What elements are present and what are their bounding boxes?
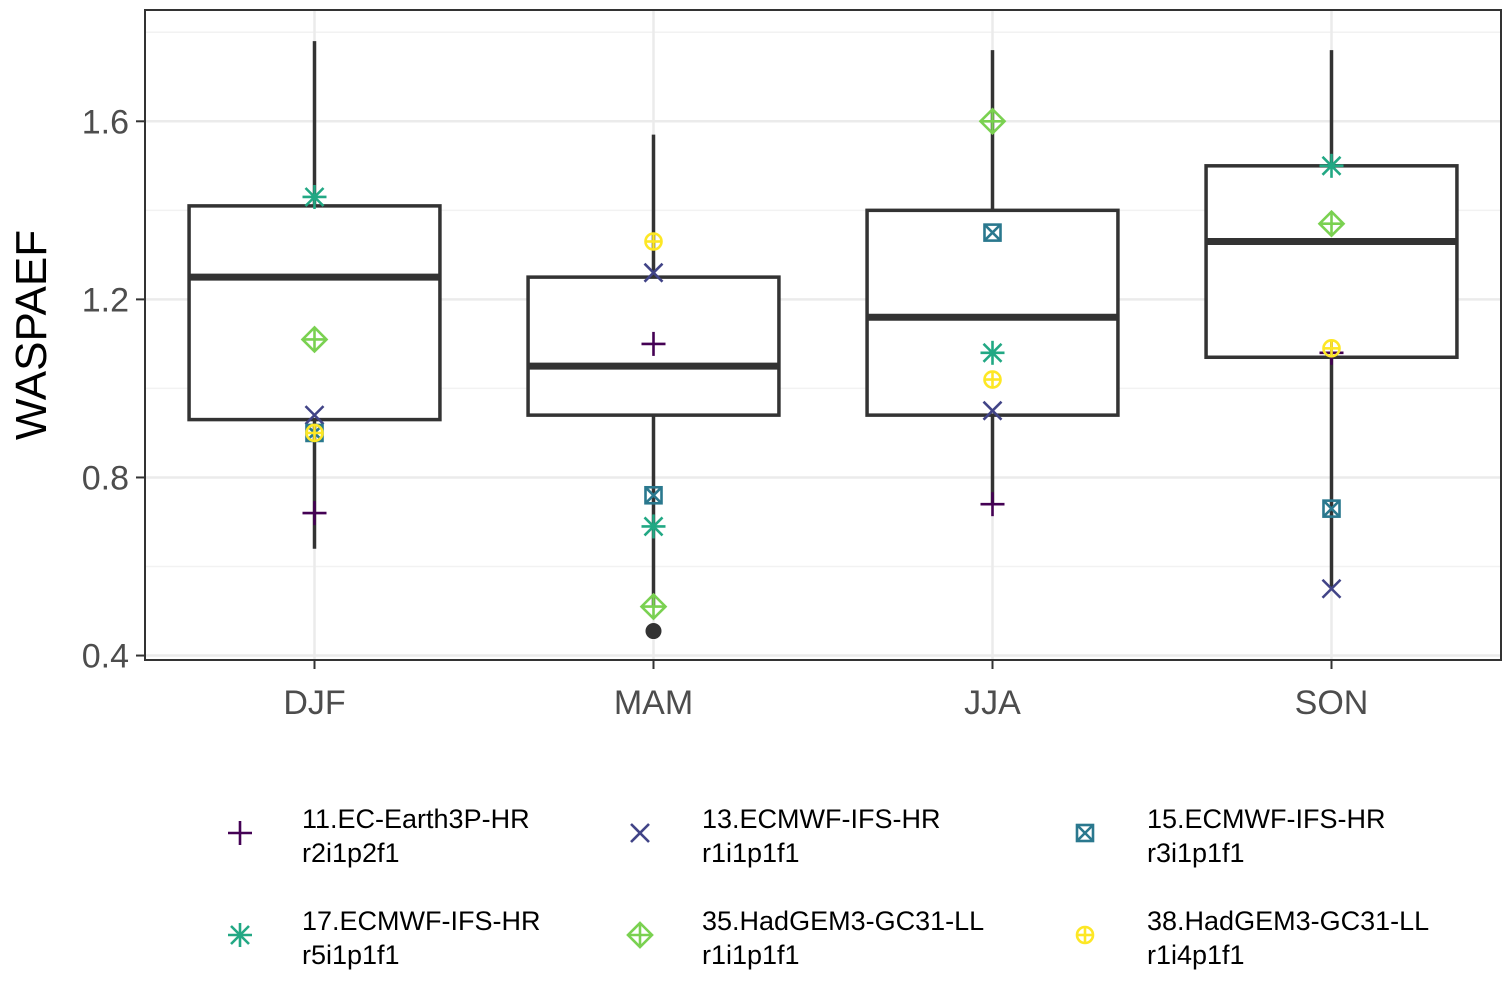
legend-item: 11.EC-Earth3P-HR r2i1p2f1 [228, 804, 530, 868]
x-tick-label: MAM [614, 684, 693, 722]
point-cross [643, 262, 664, 283]
legend-label-member: r1i1p1f1 [702, 838, 800, 868]
x-tick-label: JJA [964, 684, 1021, 722]
legend-label-model: 15.ECMWF-IFS-HR [1147, 804, 1386, 834]
point-diamond-plus [639, 592, 668, 621]
point-square-cross [644, 485, 663, 505]
point-diamond-plus [978, 107, 1007, 136]
box-djf [187, 41, 442, 549]
legend-item: 38.HadGEM3-GC31-LL r1i4p1f1 [1075, 906, 1429, 970]
legend-item: 15.ECMWF-IFS-HR r3i1p1f1 [1075, 804, 1386, 868]
point-asterisk [641, 514, 666, 539]
legend-label-member: r1i4p1f1 [1147, 940, 1245, 970]
x-tick-label: SON [1295, 684, 1369, 722]
point-diamond-plus [300, 325, 329, 354]
legend-key-plus [228, 821, 252, 845]
box-son [1204, 50, 1459, 589]
plot-panel-border [144, 9, 1502, 661]
legend-label-model: 38.HadGEM3-GC31-LL [1147, 906, 1429, 936]
legend-key-square-cross [1075, 823, 1095, 843]
point-plus [641, 331, 666, 356]
point-cross [304, 405, 325, 426]
point-cross [982, 400, 1003, 421]
outlier-point [645, 623, 662, 640]
y-axis-title: WASPAEF [7, 230, 56, 440]
box-jja [865, 50, 1120, 505]
legend-label-model: 13.ECMWF-IFS-HR [702, 804, 941, 834]
y-tick-label: 1.2 [82, 281, 129, 319]
model-points [300, 107, 1346, 621]
y-tick-label: 1.6 [82, 103, 129, 141]
y-tick-label: 0.4 [82, 638, 129, 676]
box-iqr [1204, 164, 1459, 360]
legend: 11.EC-Earth3P-HR r2i1p2f1 13.ECMWF-IFS-HR r… [228, 804, 1429, 970]
box-iqr [187, 204, 442, 422]
legend-key-circle-plus [1075, 925, 1095, 945]
x-tick-label: DJF [283, 684, 345, 722]
legend-label-member: r1i1p1f1 [702, 940, 800, 970]
axes: 0.4 0.8 1.2 1.6 DJF MAM JJA SON [82, 103, 1369, 722]
legend-key-asterisk [228, 923, 252, 947]
legend-label-member: r2i1p2f1 [302, 838, 400, 868]
box-iqr [865, 208, 1120, 417]
legend-item: 17.ECMWF-IFS-HR r5i1p1f1 [228, 906, 541, 970]
legend-label-model: 35.HadGEM3-GC31-LL [702, 906, 984, 936]
point-circle-plus [983, 370, 1002, 389]
legend-item: 35.HadGEM3-GC31-LL r1i1p1f1 [626, 906, 984, 970]
point-diamond-plus [1317, 209, 1346, 238]
point-cross [1321, 578, 1342, 599]
y-tick-label: 0.8 [82, 459, 129, 497]
point-plus [980, 492, 1005, 517]
point-square-cross [983, 223, 1002, 242]
point-asterisk [1319, 153, 1344, 178]
legend-label-model: 17.ECMWF-IFS-HR [302, 906, 541, 936]
point-plus [302, 501, 327, 526]
legend-key-diamond-plus [626, 921, 654, 949]
point-asterisk [302, 184, 327, 209]
point-square-cross [1322, 499, 1341, 518]
point-asterisk [980, 340, 1005, 365]
point-circle-plus [644, 232, 663, 251]
point-circle-plus [305, 423, 324, 443]
legend-label-model: 11.EC-Earth3P-HR [302, 804, 530, 834]
point-circle-plus [1322, 339, 1341, 358]
legend-key-cross [630, 823, 650, 843]
legend-item: 13.ECMWF-IFS-HR r1i1p1f1 [630, 804, 941, 868]
legend-label-member: r3i1p1f1 [1147, 838, 1245, 868]
legend-label-member: r5i1p1f1 [302, 940, 400, 970]
box-mam [526, 134, 781, 640]
boxplots [187, 41, 1459, 640]
